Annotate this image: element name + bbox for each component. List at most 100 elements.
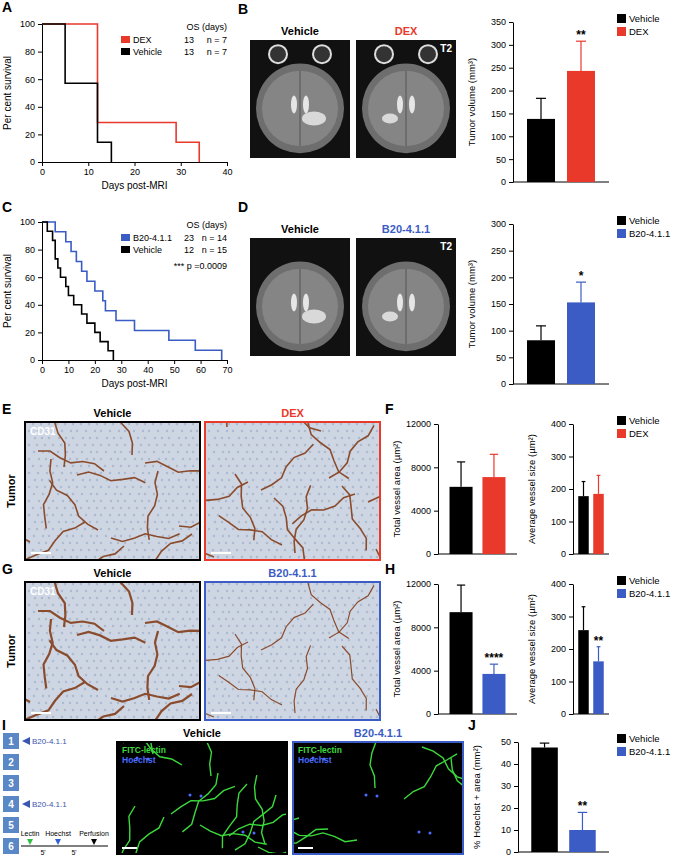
image-title: Vehicle <box>94 567 132 579</box>
nucleus <box>36 646 38 648</box>
legend: VehicleB20-4.1.1 <box>617 575 670 599</box>
nucleus <box>120 535 122 537</box>
y-tick-label: 350 <box>491 17 506 27</box>
nucleus <box>80 423 82 425</box>
nucleus <box>28 472 30 474</box>
error-bar-stem <box>544 743 545 747</box>
nucleus <box>217 430 219 432</box>
nucleus <box>214 521 216 523</box>
nucleus <box>48 507 50 509</box>
vessel <box>219 516 282 545</box>
nucleus <box>76 660 78 662</box>
nucleus <box>369 458 371 460</box>
nucleus <box>133 632 135 634</box>
nucleus <box>241 590 243 592</box>
nucleus <box>41 479 43 481</box>
nucleus <box>60 688 62 690</box>
y-axis-line <box>438 425 439 555</box>
nucleus <box>85 556 87 558</box>
nucleus <box>304 646 306 648</box>
error-bar-stem <box>460 585 461 612</box>
nucleus <box>309 611 311 613</box>
nucleus <box>296 486 298 488</box>
nucleus <box>186 451 188 453</box>
y-tick-label: 300 <box>551 452 566 462</box>
nucleus <box>268 507 270 509</box>
nucleus <box>245 639 247 641</box>
error-bar <box>582 482 586 497</box>
nucleus <box>262 639 264 641</box>
ventricle <box>303 95 309 113</box>
image-title: Vehicle <box>94 407 132 419</box>
nucleus <box>262 437 264 439</box>
nucleus <box>104 583 106 585</box>
nucleus <box>293 479 295 481</box>
nucleus <box>322 556 324 558</box>
nucleus <box>112 549 114 551</box>
nucleus <box>232 618 234 620</box>
x-tick-mark <box>121 360 122 364</box>
nucleus <box>40 625 42 627</box>
nucleus <box>52 444 54 446</box>
nucleus <box>346 556 348 558</box>
nucleus <box>32 549 34 551</box>
x-tick: 10 <box>84 162 94 177</box>
nucleus <box>128 667 130 669</box>
nucleus <box>180 486 182 488</box>
error-bar-cap <box>457 461 465 462</box>
nucleus <box>70 514 72 516</box>
nucleus <box>310 639 312 641</box>
nucleus <box>176 507 178 509</box>
nucleus <box>124 444 126 446</box>
nucleus <box>161 437 163 439</box>
vessel <box>77 632 145 643</box>
nucleus <box>164 688 166 690</box>
nucleus <box>276 507 278 509</box>
nucleus <box>224 646 226 648</box>
nucleus <box>252 493 254 495</box>
nucleus <box>168 437 170 439</box>
nucleus <box>256 618 258 620</box>
nucleus <box>106 437 108 439</box>
nucleus <box>88 549 90 551</box>
nucleus <box>182 542 184 544</box>
nucleus <box>124 472 126 474</box>
nucleus <box>340 549 342 551</box>
nucleus <box>222 493 224 495</box>
nucleus <box>141 542 143 544</box>
nucleus <box>64 507 66 509</box>
nucleus <box>249 500 251 502</box>
nucleus <box>72 507 74 509</box>
legend: VehicleDEX <box>617 13 660 37</box>
nucleus <box>80 625 82 627</box>
nucleus <box>340 583 342 585</box>
nucleus <box>142 430 144 432</box>
nucleus <box>276 521 278 523</box>
y-tick-mark <box>434 554 438 555</box>
legend-label: B20-4.1.1 <box>629 746 670 757</box>
nucleus <box>304 458 306 460</box>
nucleus <box>189 660 191 662</box>
nucleus <box>338 458 340 460</box>
nucleus <box>134 702 136 704</box>
nucleus <box>72 479 74 481</box>
nucleus <box>65 479 67 481</box>
nucleus <box>260 583 262 585</box>
nucleus <box>300 493 302 495</box>
legend-swatch <box>617 416 626 425</box>
nucleus <box>120 493 122 495</box>
nucleus <box>141 660 143 662</box>
nucleus <box>36 444 38 446</box>
significance: * <box>579 269 584 283</box>
nucleus <box>28 674 30 676</box>
nucleus <box>144 507 146 509</box>
legend-label: B20-4.1.1 <box>629 228 670 239</box>
error-bar-stem <box>460 462 461 487</box>
nucleus <box>322 430 324 432</box>
nucleus <box>58 639 60 641</box>
error-bar <box>540 743 550 747</box>
nucleus <box>94 590 96 592</box>
nucleus <box>142 514 144 516</box>
nucleus <box>116 604 118 606</box>
nucleus <box>252 597 254 599</box>
